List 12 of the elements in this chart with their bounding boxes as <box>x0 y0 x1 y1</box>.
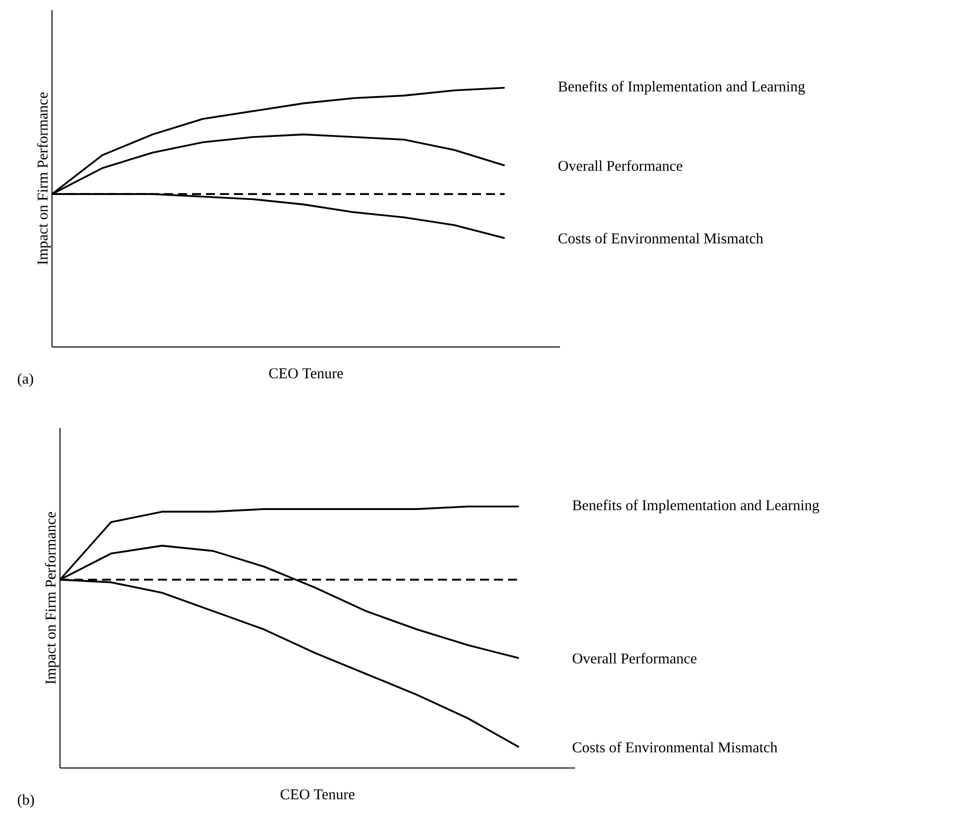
x-axis-title: CEO Tenure <box>269 368 343 378</box>
text: Costs of Environmental Mismatch <box>572 742 778 752</box>
text: Benefits of Implementation and Learning <box>558 80 805 95</box>
y-axis-title: Impact on Firm Performance <box>36 92 51 264</box>
text: Overall Performance <box>572 652 696 664</box>
text: (b) <box>18 794 34 808</box>
x-axis-title: CEO Tenure <box>280 789 354 800</box>
text: (a) <box>18 373 34 387</box>
text: Costs of Environmental Mismatch <box>558 232 764 244</box>
text: Overall Performance <box>558 160 682 171</box>
text: Benefits of Implementation and Learning <box>572 500 820 514</box>
y-axis-title: Impact on Firm Performance <box>44 512 59 684</box>
